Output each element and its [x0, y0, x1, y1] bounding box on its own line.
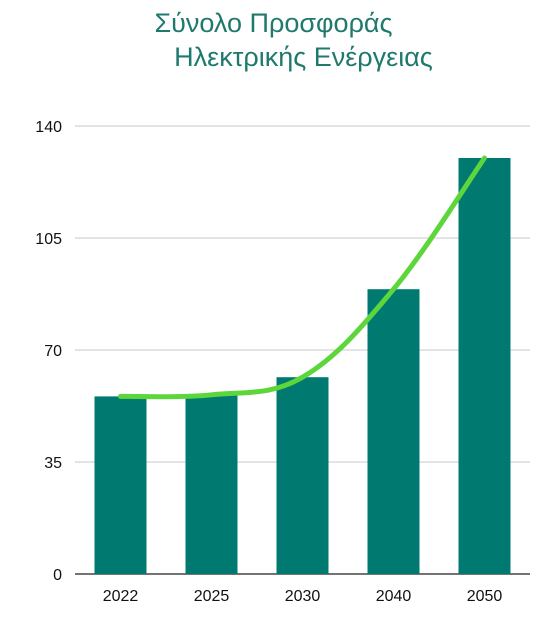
line-series [118, 155, 487, 400]
bar-2030 [276, 377, 329, 574]
bar-2050 [458, 158, 511, 574]
chart-title: Σύνολο Προσφοράς Ηλεκτρικής Ενέργειας [0, 6, 547, 74]
chart-title-line-1: Σύνολο Προσφοράς [154, 8, 393, 38]
bar-series [94, 158, 511, 574]
x-axis-ticks: 2022 2025 2030 2040 2050 [103, 588, 503, 605]
y-tick-label: 105 [35, 231, 62, 248]
y-tick-label: 140 [35, 119, 62, 136]
bar-2022 [94, 396, 147, 574]
y-tick-label: 35 [44, 455, 62, 472]
y-tick-label: 0 [53, 567, 62, 584]
bar-2040 [367, 289, 420, 574]
x-tick-label: 2040 [376, 588, 412, 605]
y-tick-label: 70 [44, 343, 62, 360]
x-tick-label: 2030 [285, 588, 321, 605]
y-axis-ticks: 0 35 70 105 140 [35, 119, 62, 584]
bar-2025 [185, 394, 238, 574]
line-series-path [118, 155, 487, 400]
chart-title-line-2: Ηλεκτρικής Ενέργειας [174, 42, 433, 72]
x-tick-label: 2025 [194, 588, 230, 605]
x-tick-label: 2022 [103, 588, 139, 605]
x-tick-label: 2050 [467, 588, 503, 605]
